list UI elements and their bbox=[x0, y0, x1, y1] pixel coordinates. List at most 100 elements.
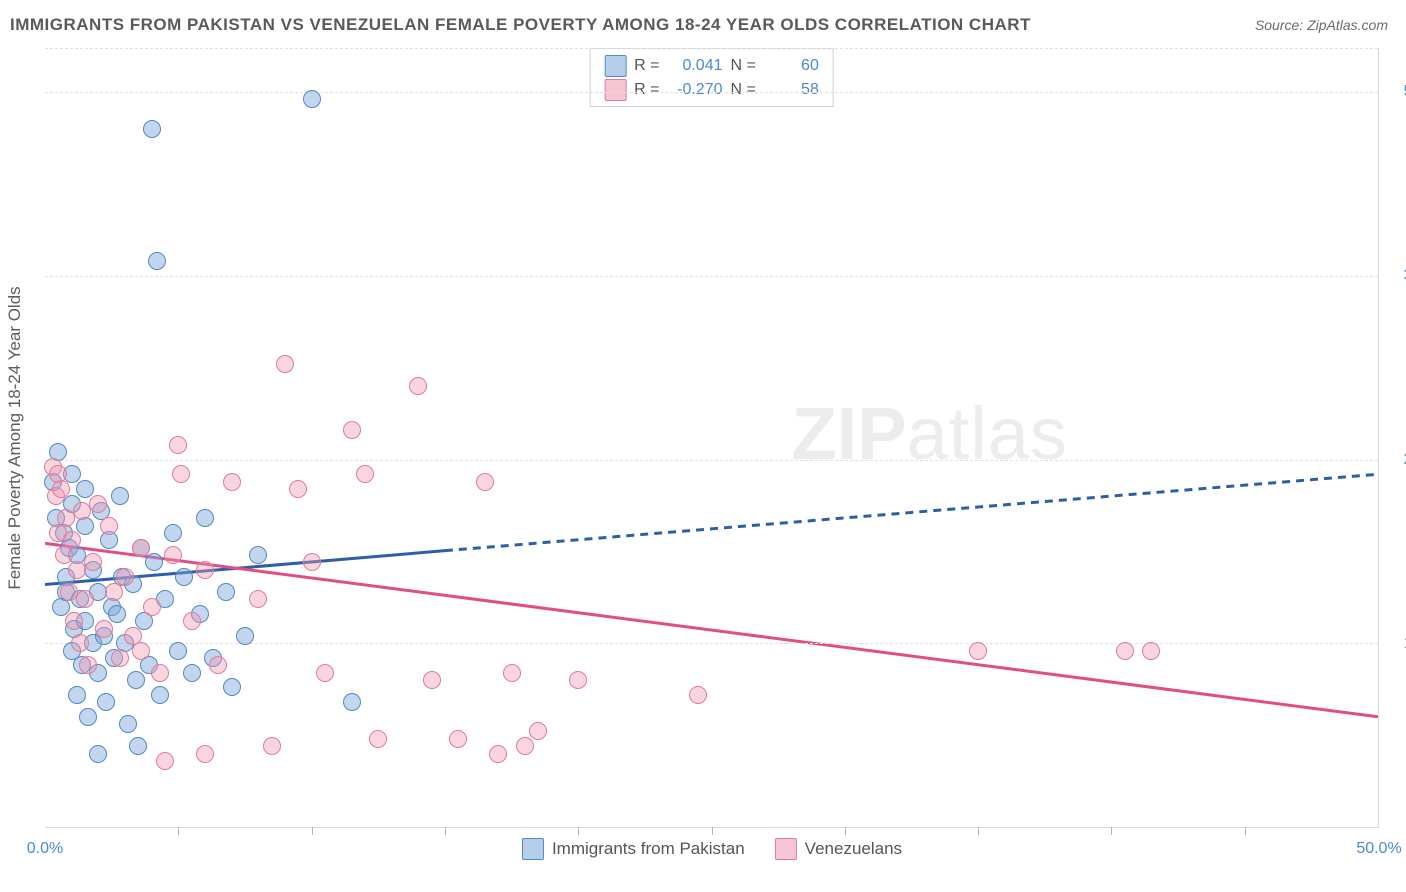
scatter-point bbox=[49, 465, 67, 483]
scatter-point bbox=[236, 627, 254, 645]
r-label: R = bbox=[634, 78, 659, 102]
scatter-point bbox=[132, 539, 150, 557]
trend-lines-layer bbox=[45, 48, 1378, 827]
chart-header: IMMIGRANTS FROM PAKISTAN VS VENEZUELAN F… bbox=[10, 10, 1388, 40]
series-label: Venezuelans bbox=[805, 839, 902, 859]
gridline bbox=[45, 460, 1378, 461]
scatter-point bbox=[111, 649, 129, 667]
scatter-point bbox=[143, 598, 161, 616]
series-legend: Immigrants from Pakistan Venezuelans bbox=[522, 838, 902, 860]
gridline bbox=[45, 276, 1378, 277]
chart-frame: Female Poverty Among 18-24 Year Olds ZIP… bbox=[45, 48, 1379, 828]
scatter-point bbox=[151, 686, 169, 704]
scatter-point bbox=[76, 480, 94, 498]
scatter-point bbox=[76, 590, 94, 608]
scatter-point bbox=[343, 421, 361, 439]
series-legend-item: Venezuelans bbox=[775, 838, 902, 860]
legend-swatch-blue bbox=[522, 838, 544, 860]
scatter-point bbox=[689, 686, 707, 704]
scatter-point bbox=[209, 656, 227, 674]
scatter-point bbox=[127, 671, 145, 689]
scatter-point bbox=[111, 487, 129, 505]
scatter-point bbox=[79, 708, 97, 726]
chart-title: IMMIGRANTS FROM PAKISTAN VS VENEZUELAN F… bbox=[10, 15, 1031, 34]
scatter-point bbox=[409, 377, 427, 395]
n-label: N = bbox=[731, 78, 756, 102]
scatter-point bbox=[169, 436, 187, 454]
scatter-point bbox=[343, 693, 361, 711]
scatter-point bbox=[196, 509, 214, 527]
legend-swatch-pink bbox=[604, 79, 626, 101]
r-value: -0.270 bbox=[668, 78, 723, 102]
x-tick bbox=[845, 827, 846, 835]
trend-line bbox=[445, 474, 1378, 550]
scatter-point bbox=[196, 745, 214, 763]
gridline bbox=[45, 92, 1378, 93]
x-tick bbox=[445, 827, 446, 835]
scatter-point bbox=[151, 664, 169, 682]
plot-area: ZIPatlas R = 0.041 N = 60 R = -0.270 N =… bbox=[45, 48, 1379, 828]
scatter-point bbox=[89, 745, 107, 763]
x-tick bbox=[578, 827, 579, 835]
scatter-point bbox=[89, 495, 107, 513]
x-tick bbox=[312, 827, 313, 835]
scatter-point bbox=[303, 553, 321, 571]
scatter-point bbox=[105, 583, 123, 601]
source-attribution: Source: ZipAtlas.com bbox=[1255, 10, 1388, 40]
scatter-point bbox=[1142, 642, 1160, 660]
scatter-point bbox=[143, 120, 161, 138]
scatter-point bbox=[156, 752, 174, 770]
scatter-point bbox=[969, 642, 987, 660]
scatter-point bbox=[148, 252, 166, 270]
scatter-point bbox=[68, 686, 86, 704]
scatter-point bbox=[449, 730, 467, 748]
x-tick bbox=[712, 827, 713, 835]
x-axis-min-label: 0.0% bbox=[27, 840, 63, 858]
scatter-point bbox=[249, 546, 267, 564]
scatter-point bbox=[71, 634, 89, 652]
scatter-point bbox=[356, 465, 374, 483]
scatter-point bbox=[196, 561, 214, 579]
scatter-point bbox=[172, 465, 190, 483]
scatter-point bbox=[175, 568, 193, 586]
y-tick-label: 50.0% bbox=[1387, 83, 1406, 101]
scatter-point bbox=[569, 671, 587, 689]
r-label: R = bbox=[634, 54, 659, 78]
scatter-point bbox=[79, 656, 97, 674]
scatter-point bbox=[132, 642, 150, 660]
y-tick-label: 12.5% bbox=[1387, 635, 1406, 653]
scatter-point bbox=[423, 671, 441, 689]
scatter-point bbox=[97, 693, 115, 711]
legend-swatch-blue bbox=[604, 55, 626, 77]
x-tick bbox=[1111, 827, 1112, 835]
scatter-point bbox=[169, 642, 187, 660]
r-value: 0.041 bbox=[668, 54, 723, 78]
x-tick bbox=[178, 827, 179, 835]
scatter-point bbox=[263, 737, 281, 755]
series-legend-item: Immigrants from Pakistan bbox=[522, 838, 745, 860]
watermark: ZIPatlas bbox=[791, 391, 1067, 476]
scatter-point bbox=[183, 664, 201, 682]
x-axis-max-label: 50.0% bbox=[1356, 840, 1401, 858]
scatter-point bbox=[1116, 642, 1134, 660]
scatter-point bbox=[369, 730, 387, 748]
scatter-point bbox=[476, 473, 494, 491]
stats-legend-row: R = 0.041 N = 60 bbox=[604, 54, 819, 78]
scatter-point bbox=[164, 546, 182, 564]
scatter-point bbox=[276, 355, 294, 373]
scatter-point bbox=[84, 553, 102, 571]
watermark-zip: ZIP bbox=[791, 392, 906, 475]
series-label: Immigrants from Pakistan bbox=[552, 839, 745, 859]
scatter-point bbox=[145, 553, 163, 571]
scatter-point bbox=[516, 737, 534, 755]
scatter-point bbox=[116, 568, 134, 586]
scatter-point bbox=[316, 664, 334, 682]
scatter-point bbox=[223, 678, 241, 696]
scatter-point bbox=[223, 473, 241, 491]
scatter-point bbox=[100, 517, 118, 535]
n-value: 58 bbox=[764, 78, 819, 102]
scatter-point bbox=[217, 583, 235, 601]
stats-legend: R = 0.041 N = 60 R = -0.270 N = 58 bbox=[589, 48, 834, 107]
scatter-point bbox=[164, 524, 182, 542]
trend-line bbox=[45, 551, 445, 585]
